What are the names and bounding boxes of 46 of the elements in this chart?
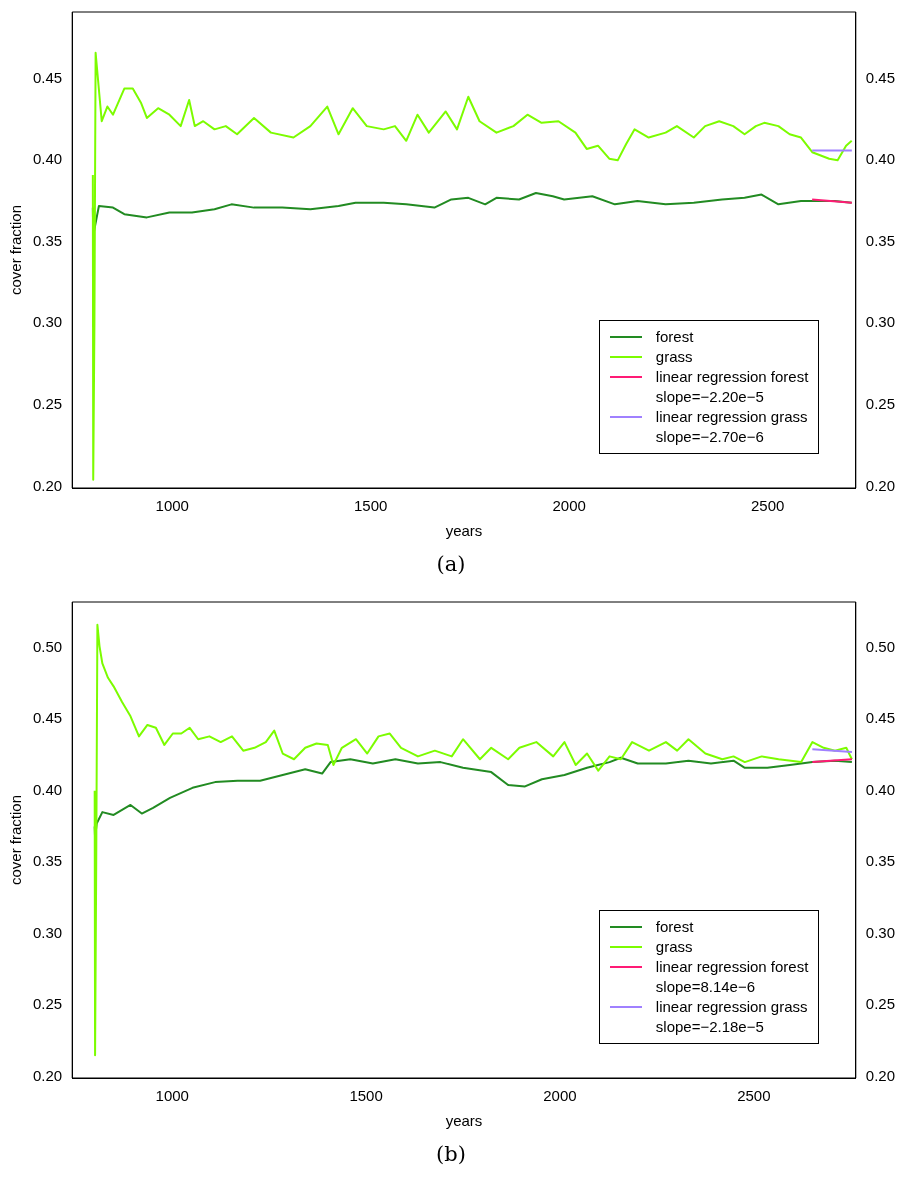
x-axis-title: years [445, 1112, 483, 1130]
y2-tick-label: 0.50 [865, 637, 896, 655]
y2-tick-label: 0.25 [865, 395, 896, 412]
x-tick-label: 2000 [552, 497, 586, 515]
y-tick-label: 0.35 [32, 852, 63, 870]
x-tick-label: 2000 [543, 1087, 577, 1105]
legend-label: linear regression grass slope=−2.18e−5 [655, 997, 808, 1037]
y2-tick-label: 0.40 [865, 780, 896, 798]
y-tick-label: 0.25 [32, 995, 63, 1013]
y2-tick-label: 0.20 [865, 476, 896, 494]
text: (a) [435, 552, 467, 576]
legend-label: linear regression grass slope=−2.70e−6 [655, 407, 808, 447]
y2-tick-label: 0.45 [865, 68, 896, 86]
x-tick-label: 2500 [750, 497, 785, 515]
y-tick-label: 0.40 [32, 780, 63, 798]
legend-label: forest [655, 917, 694, 937]
y-axis-title: cover fraction [7, 794, 25, 886]
y2-tick-label: 0.35 [865, 852, 896, 870]
y-tick-label: 0.45 [32, 709, 63, 727]
legend-label: forest [655, 327, 694, 347]
y2-tick-label: 0.25 [865, 995, 896, 1013]
y2-tick-label: 0.30 [865, 923, 896, 941]
y-tick-label: 0.25 [32, 395, 63, 412]
x-tick-label: 1000 [155, 497, 189, 515]
y-tick-label: 0.45 [32, 68, 63, 86]
text: (b) [435, 1142, 467, 1166]
y-tick-label: 0.20 [32, 1066, 63, 1084]
y-tick-label: 0.30 [32, 313, 63, 331]
y2-tick-label: 0.35 [865, 231, 896, 249]
x-tick-label: 2500 [737, 1087, 771, 1105]
y-axis-title: cover fraction [7, 204, 25, 296]
legend-label: grass [655, 347, 693, 367]
x-tick-label: 1500 [349, 1087, 383, 1105]
y2-tick-label: 0.20 [865, 1066, 896, 1084]
legend-label: grass [655, 937, 693, 957]
y2-tick-label: 0.30 [865, 313, 896, 331]
x-tick-label: 1500 [354, 497, 388, 515]
y-tick-label: 0.35 [32, 231, 63, 249]
y-tick-label: 0.40 [32, 150, 63, 168]
x-axis-title: years [445, 522, 483, 540]
y2-tick-label: 0.45 [865, 709, 896, 727]
y-tick-label: 0.30 [32, 923, 63, 941]
y2-tick-label: 0.40 [865, 150, 896, 168]
y-tick-label: 0.50 [32, 637, 63, 655]
y-tick-label: 0.20 [32, 476, 63, 494]
x-tick-label: 1000 [155, 1087, 189, 1105]
